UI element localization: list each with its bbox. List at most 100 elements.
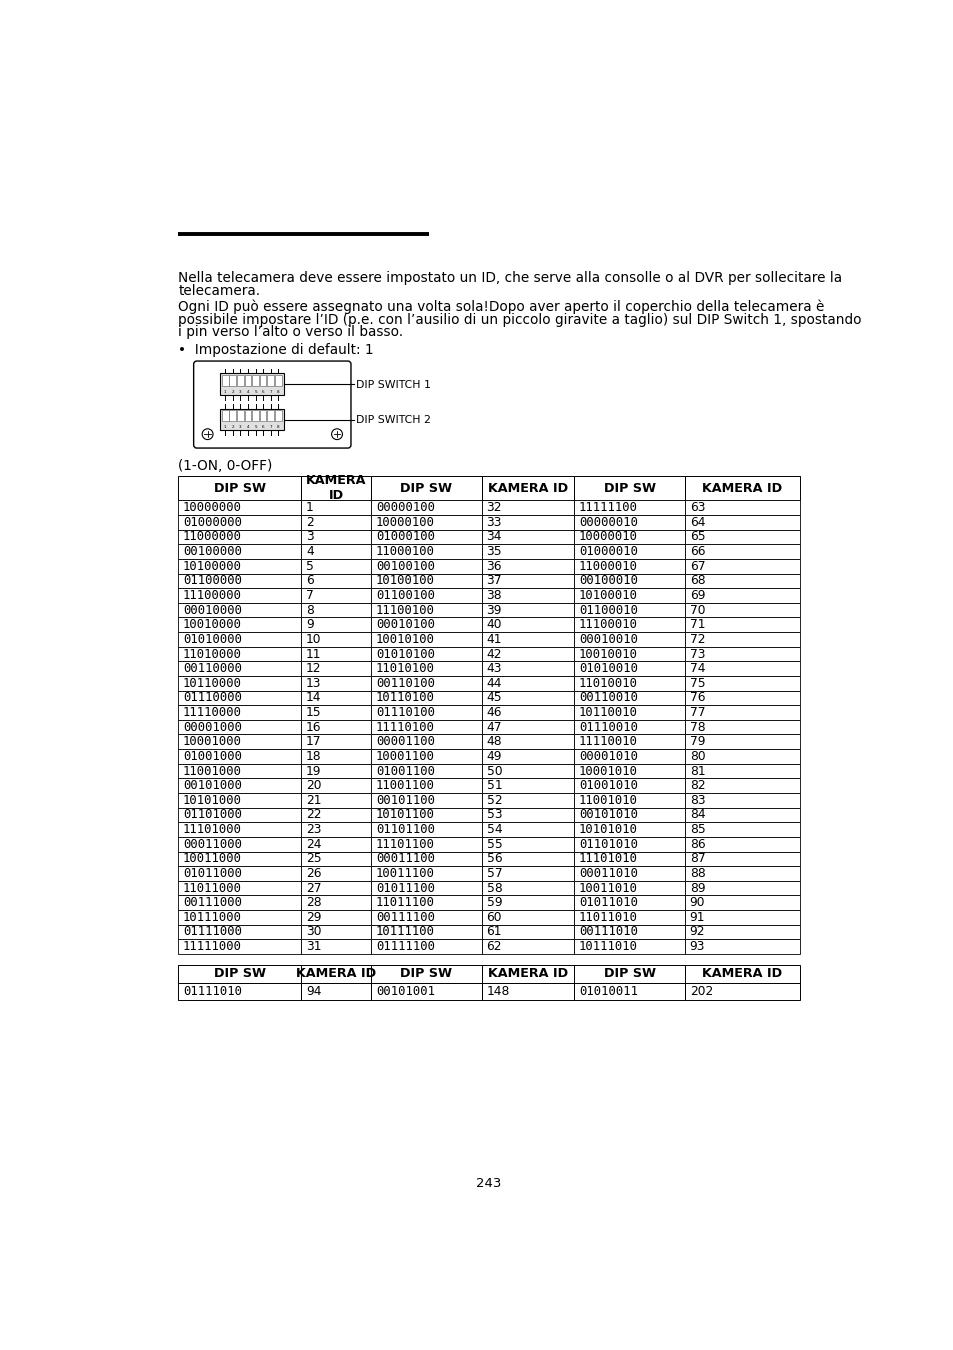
Text: 61: 61 — [486, 926, 501, 938]
Bar — [371, 779, 481, 792]
Text: KAMERA ID: KAMERA ID — [488, 482, 568, 494]
Text: 10000000: 10000000 — [183, 501, 241, 514]
Text: 55: 55 — [486, 838, 502, 850]
Text: 01011100: 01011100 — [375, 882, 435, 895]
Bar — [481, 867, 574, 880]
Bar — [301, 516, 371, 529]
Bar — [574, 475, 684, 501]
Text: 11000100: 11000100 — [375, 545, 435, 558]
Text: DIP SW: DIP SW — [400, 968, 452, 980]
Bar — [684, 647, 799, 662]
Text: 10100000: 10100000 — [183, 560, 241, 572]
Bar — [301, 574, 371, 589]
Bar — [371, 516, 481, 529]
Bar — [371, 589, 481, 603]
Text: 76: 76 — [689, 691, 704, 705]
Bar — [684, 925, 799, 940]
Text: 11101000: 11101000 — [183, 824, 241, 836]
Bar — [371, 734, 481, 749]
Text: 00011010: 00011010 — [578, 867, 638, 880]
Bar — [259, 375, 266, 386]
Bar — [220, 374, 283, 396]
Bar — [252, 375, 258, 386]
Text: 84: 84 — [689, 809, 704, 821]
Text: 66: 66 — [689, 545, 704, 558]
Bar — [684, 589, 799, 603]
Text: 24: 24 — [306, 838, 321, 850]
Text: 90: 90 — [689, 896, 704, 910]
Text: 82: 82 — [689, 779, 704, 792]
Bar — [371, 705, 481, 720]
Bar — [684, 965, 799, 983]
Bar — [481, 529, 574, 544]
Text: 01011000: 01011000 — [183, 867, 241, 880]
Bar — [684, 910, 799, 925]
Text: 86: 86 — [689, 838, 704, 850]
Text: 78: 78 — [689, 721, 704, 733]
Text: 5: 5 — [253, 425, 256, 429]
Bar — [574, 632, 684, 647]
Text: 30: 30 — [306, 926, 321, 938]
Text: 01110000: 01110000 — [183, 691, 241, 705]
Text: 01001000: 01001000 — [183, 751, 241, 763]
Bar — [178, 662, 301, 676]
Bar — [371, 603, 481, 617]
Text: 11: 11 — [306, 648, 321, 660]
Bar — [684, 807, 799, 822]
Text: Nella telecamera deve essere impostato un ID, che serve alla consolle o al DVR p: Nella telecamera deve essere impostato u… — [178, 271, 841, 285]
Bar — [178, 895, 301, 910]
Bar — [371, 617, 481, 632]
Text: 00111100: 00111100 — [375, 911, 435, 923]
Bar — [481, 764, 574, 779]
Text: 58: 58 — [486, 882, 502, 895]
Text: 44: 44 — [486, 676, 501, 690]
Bar — [684, 529, 799, 544]
Bar — [178, 632, 301, 647]
Bar — [301, 764, 371, 779]
Bar — [574, 852, 684, 867]
Bar — [222, 375, 229, 386]
Bar — [178, 837, 301, 852]
Bar — [371, 852, 481, 867]
Bar — [684, 895, 799, 910]
Text: 57: 57 — [486, 867, 501, 880]
Text: 11110000: 11110000 — [183, 706, 241, 720]
Text: 1: 1 — [306, 501, 314, 514]
Bar — [178, 852, 301, 867]
Circle shape — [202, 429, 213, 440]
Text: 28: 28 — [306, 896, 321, 910]
Text: 01010100: 01010100 — [375, 648, 435, 660]
Bar — [371, 501, 481, 516]
Bar — [371, 632, 481, 647]
Bar — [574, 807, 684, 822]
Bar — [481, 734, 574, 749]
Bar — [684, 792, 799, 807]
Bar — [178, 749, 301, 764]
Text: 6: 6 — [306, 574, 314, 587]
Bar — [220, 409, 283, 431]
Text: 5: 5 — [253, 390, 256, 394]
Bar — [481, 676, 574, 691]
Bar — [301, 720, 371, 734]
Bar — [481, 705, 574, 720]
Bar — [684, 516, 799, 529]
Bar — [684, 617, 799, 632]
Bar — [178, 965, 301, 983]
Text: 56: 56 — [486, 852, 501, 865]
Text: 01001010: 01001010 — [578, 779, 638, 792]
Bar — [481, 807, 574, 822]
Bar — [574, 940, 684, 954]
Text: 6: 6 — [261, 390, 264, 394]
Bar — [301, 734, 371, 749]
Text: 00001000: 00001000 — [183, 721, 241, 733]
Text: 01101010: 01101010 — [578, 838, 638, 850]
Text: 8: 8 — [276, 425, 279, 429]
Text: 29: 29 — [306, 911, 321, 923]
Text: 00100100: 00100100 — [375, 560, 435, 572]
Text: 25: 25 — [306, 852, 321, 865]
Text: 50: 50 — [486, 764, 501, 778]
Bar — [371, 792, 481, 807]
Text: 12: 12 — [306, 662, 321, 675]
Text: 00000100: 00000100 — [375, 501, 435, 514]
Bar — [301, 807, 371, 822]
